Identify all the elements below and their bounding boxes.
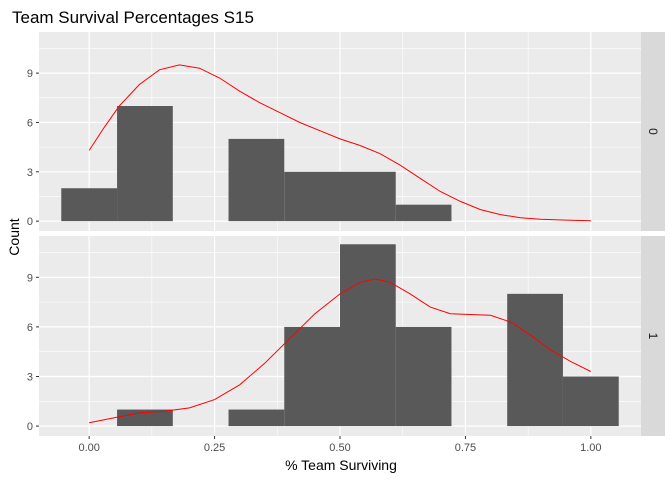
histogram-bar <box>340 171 396 222</box>
y-tick-label: 3 <box>27 167 33 179</box>
x-tick-label: 0.75 <box>455 442 476 454</box>
x-tick-label: 0.00 <box>78 442 99 454</box>
histogram-bar <box>228 409 285 427</box>
facet-panel-0: 0 3 6 9 0 <box>27 32 665 231</box>
y-tick-label: 9 <box>27 272 33 284</box>
x-tick-label: 0.25 <box>204 442 225 454</box>
facet-strip-label: 0 <box>646 128 660 135</box>
x-tick-label: 1.00 <box>580 442 601 454</box>
x-axis-title: % Team Surviving <box>285 457 397 473</box>
histogram-bar <box>228 138 285 222</box>
y-tick-label: 3 <box>27 371 33 383</box>
facet-strip <box>641 32 665 231</box>
y-tick-label: 6 <box>27 322 33 334</box>
histogram-bar <box>395 326 452 427</box>
facet-strip <box>641 236 665 436</box>
y-tick-label: 0 <box>27 216 33 228</box>
histogram-bar <box>117 106 173 222</box>
histogram-bar <box>61 188 118 222</box>
facet-strip-label: 1 <box>646 333 660 340</box>
y-tick-label: 9 <box>27 68 33 80</box>
density-curve <box>89 278 592 424</box>
y-tick-label: 6 <box>27 117 33 129</box>
y-axis-title: Count <box>6 218 22 255</box>
histogram-bar <box>117 409 173 427</box>
y-tick-label: 0 <box>27 421 33 433</box>
histogram-bar <box>284 171 340 222</box>
facet-panel-1: 0 3 6 9 1 <box>27 236 665 436</box>
chart-title: Team Survival Percentages S15 <box>12 8 254 27</box>
histogram-bar <box>507 293 563 427</box>
histogram-bar <box>562 376 619 427</box>
histogram-bar <box>395 204 452 222</box>
x-tick-label: 0.50 <box>329 442 350 454</box>
histogram-bar <box>340 244 396 427</box>
density-curve <box>88 64 591 222</box>
histogram-bar <box>284 326 340 427</box>
x-axis: 0.00 0.25 0.50 0.75 1.00 <box>78 436 602 454</box>
facet-panels: 0 3 6 9 0 0 3 6 9 1 <box>27 32 665 436</box>
